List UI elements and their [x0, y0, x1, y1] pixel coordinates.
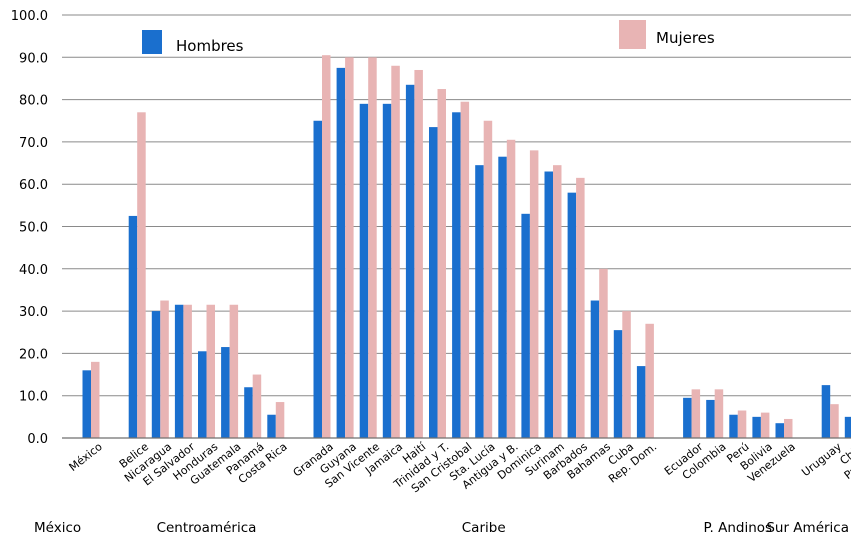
bar-mujeres-16 — [506, 139, 516, 438]
bar-hombres-10 — [359, 103, 369, 438]
bar-hombres-6 — [244, 387, 253, 438]
legend-label-hombres: Hombres — [176, 37, 244, 55]
bar-mujeres-6 — [252, 374, 262, 438]
y-tick-label: 90.0 — [19, 51, 48, 66]
y-tick-label: 100.0 — [11, 9, 48, 24]
y-axis-tick-labels: 0.0 10.0 20.0 30.0 40.0 50.0 60.0 70.0 80.0 90.0 1… — [11, 9, 48, 447]
bar-mujeres-2 — [160, 300, 169, 438]
bar-hombres-26 — [752, 416, 761, 438]
bar-hombres-27 — [775, 423, 784, 438]
legend-label-mujeres: Mujeres — [656, 29, 715, 47]
bar-hombres-16 — [498, 156, 507, 438]
bar-hombres-5 — [221, 347, 230, 438]
y-tick-label: 30.0 — [19, 305, 48, 320]
bar-hombres-9 — [336, 67, 346, 438]
y-tick-label: 10.0 — [19, 390, 48, 405]
bar-mujeres-3 — [183, 304, 192, 438]
bar-mujeres-27 — [784, 418, 793, 438]
bar-hombres-24 — [706, 399, 715, 438]
bar-hombres-28 — [821, 385, 831, 438]
bar-hombres-15 — [475, 165, 484, 439]
legend-swatch-hombres — [142, 30, 162, 54]
bar-hombres-0 — [82, 370, 91, 438]
bar-mujeres-23 — [691, 389, 701, 438]
bars — [82, 55, 851, 439]
group-label: Caribe — [462, 520, 506, 536]
bar-mujeres-22 — [645, 323, 654, 438]
y-tick-label: 50.0 — [19, 221, 48, 236]
bar-mujeres-19 — [576, 177, 585, 439]
group-label: Centroamérica — [157, 520, 257, 536]
bar-hombres-20 — [590, 300, 600, 438]
y-tick-label: 40.0 — [19, 263, 48, 278]
category-label: México — [67, 440, 105, 474]
bar-hombres-7 — [267, 414, 276, 438]
group-label: P. Andinos — [704, 520, 773, 536]
bar-mujeres-13 — [437, 89, 446, 439]
bar-hombres-2 — [151, 311, 161, 438]
group-label: México — [34, 520, 81, 536]
bar-mujeres-24 — [714, 389, 724, 438]
bar-hombres-29 — [844, 416, 851, 438]
bar-mujeres-20 — [599, 268, 608, 438]
bar-mujeres-18 — [553, 165, 562, 439]
bar-hombres-19 — [567, 192, 577, 438]
bar-mujeres-1 — [137, 112, 146, 438]
bar-mujeres-5 — [229, 304, 239, 438]
bar-mujeres-12 — [414, 69, 423, 439]
bar-mujeres-17 — [529, 150, 539, 439]
bar-mujeres-10 — [368, 57, 377, 439]
bar-mujeres-25 — [737, 410, 747, 438]
bar-hombres-18 — [544, 171, 553, 438]
bar-hombres-3 — [174, 304, 184, 438]
bar-hombres-14 — [452, 112, 461, 438]
y-tick-label: 20.0 — [19, 347, 48, 362]
group-label: Sur América — [766, 520, 849, 536]
bar-mujeres-8 — [322, 55, 331, 439]
bar-hombres-25 — [729, 414, 738, 438]
bar-mujeres-4 — [206, 304, 215, 438]
category-label: Uruguay — [799, 440, 844, 479]
y-tick-label: 60.0 — [19, 178, 48, 193]
bar-hombres-1 — [128, 215, 138, 438]
bar-mujeres-0 — [91, 361, 100, 438]
bar-mujeres-26 — [760, 412, 770, 438]
bar-mujeres-15 — [483, 120, 493, 438]
legend-swatch-mujeres — [619, 20, 646, 49]
bar-hombres-21 — [613, 330, 623, 438]
legend: Hombres Mujeres — [142, 20, 715, 55]
bar-hombres-17 — [521, 213, 530, 438]
bar-hombres-12 — [405, 84, 415, 439]
bar-hombres-22 — [636, 366, 646, 438]
bar-mujeres-21 — [622, 311, 631, 438]
bar-hombres-23 — [683, 397, 692, 438]
bar-mujeres-28 — [830, 404, 839, 438]
y-tick-label: 80.0 — [19, 94, 48, 109]
y-tick-label: 70.0 — [19, 136, 48, 151]
bar-mujeres-11 — [391, 65, 400, 438]
bar-hombres-8 — [313, 120, 322, 438]
bar-mujeres-14 — [460, 101, 470, 438]
bar-hombres-4 — [198, 351, 207, 438]
bar-hombres-13 — [429, 127, 438, 438]
bar-mujeres-9 — [345, 57, 354, 439]
y-tick-label: 0.0 — [27, 432, 48, 447]
bar-hombres-11 — [382, 103, 392, 438]
bar-mujeres-7 — [275, 402, 285, 438]
